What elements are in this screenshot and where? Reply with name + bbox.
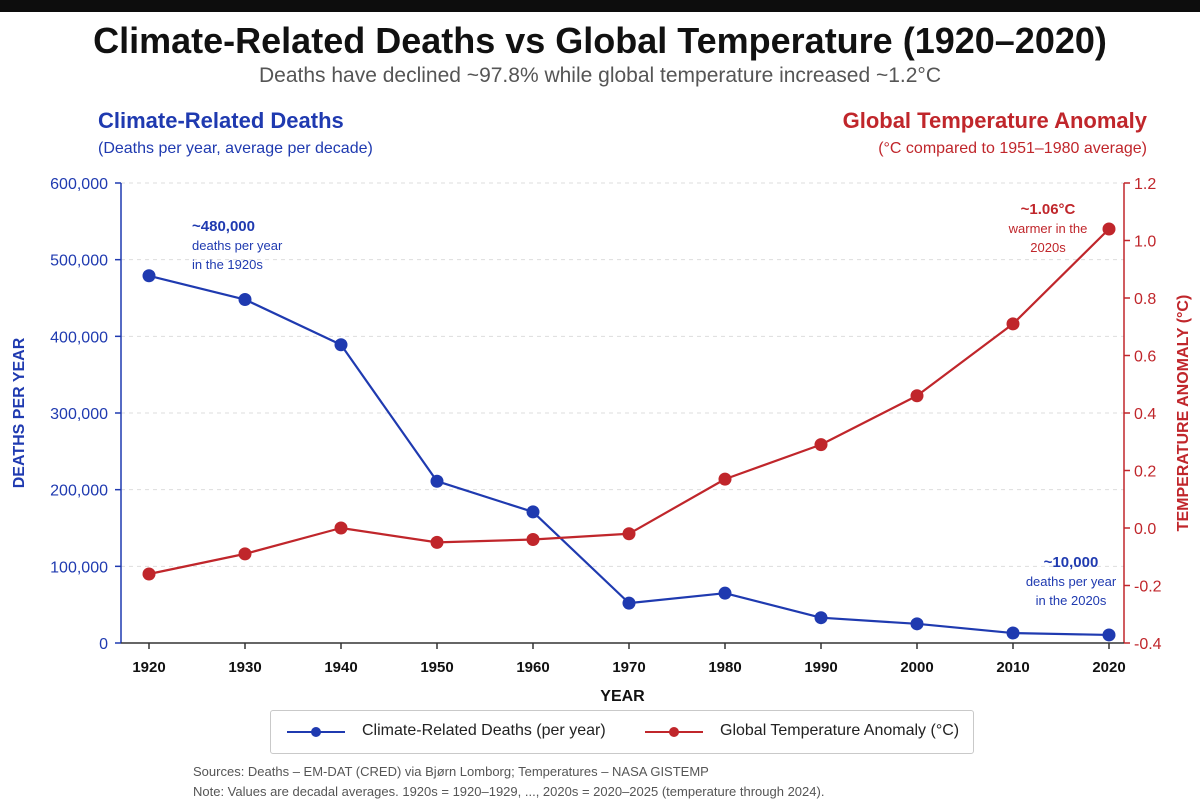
chart-subtitle: Deaths have declined ~97.8% while global… (259, 64, 941, 87)
data-point-deaths (238, 293, 252, 307)
left-axis-tick-label: 500,000 (50, 253, 108, 270)
annotation-deaths-2020s-line: deaths per year (1026, 574, 1117, 589)
chart-title: Climate-Related Deaths vs Global Tempera… (93, 20, 1107, 61)
x-axis-tick-label: 1970 (612, 659, 645, 676)
right-axis-tick-label: 0.6 (1134, 349, 1156, 366)
right-axis-tick-label: 1.0 (1134, 234, 1156, 251)
data-point-temperature (814, 438, 828, 452)
annotation-temp-2020s-line: ~1.06°C (1021, 201, 1076, 218)
left-axis-tick-label: 300,000 (50, 406, 108, 423)
data-point-temperature (1102, 222, 1116, 236)
data-point-deaths (718, 586, 732, 600)
right-axis-tick-label: 0.8 (1134, 291, 1156, 308)
legend-label-deaths: Climate-Related Deaths (per year) (362, 722, 606, 739)
data-point-temperature (718, 472, 732, 486)
x-axis-tick-label: 1960 (516, 659, 549, 676)
x-axis-title: YEAR (600, 688, 645, 705)
legend-label-temperature: Global Temperature Anomaly (°C) (720, 722, 960, 739)
legend-marker-temperature (669, 727, 679, 737)
left-axis-tick-label: 400,000 (50, 329, 108, 346)
data-point-deaths (430, 474, 444, 488)
top-bar (0, 0, 1200, 12)
right-axis-tick-label: -0.4 (1134, 636, 1162, 653)
right-axis-tick-label: 0.4 (1134, 406, 1156, 423)
x-axis-tick-label: 1920 (132, 659, 165, 676)
left-axis-tick-label: 0 (99, 636, 108, 653)
right-axis-tick-label: 0.2 (1134, 464, 1156, 481)
data-point-deaths (1006, 626, 1020, 640)
x-axis-tick-label: 1940 (324, 659, 357, 676)
right-axis-title: TEMPERATURE ANOMALY (°C) (1175, 295, 1192, 532)
legend-item-temperature: Global Temperature Anomaly (°C) (645, 711, 965, 753)
data-point-temperature (910, 389, 924, 403)
data-point-deaths (142, 269, 156, 283)
annotation-temp-2020s-line: warmer in the (1008, 221, 1088, 236)
right-axis-heading: Global Temperature Anomaly (842, 108, 1147, 133)
left-axis-title: DEATHS PER YEAR (11, 337, 28, 488)
annotation-deaths-2020s-line: in the 2020s (1036, 593, 1107, 608)
x-axis-tick-label: 1990 (804, 659, 837, 676)
data-point-deaths (526, 505, 540, 519)
right-axis-subheading: (°C compared to 1951–1980 average) (878, 140, 1147, 157)
data-point-deaths (622, 596, 636, 610)
data-point-temperature (526, 533, 540, 546)
annotation-deaths-1920s-line: in the 1920s (192, 257, 263, 272)
sources-note: Sources: Deaths – EM-DAT (CRED) via Bjør… (193, 764, 709, 779)
x-axis-tick-label: 2020 (1092, 659, 1125, 676)
data-point-temperature (1006, 317, 1020, 331)
right-axis-tick-label: 1.2 (1134, 176, 1156, 193)
data-point-temperature (238, 547, 252, 561)
legend-item-deaths: Climate-Related Deaths (per year) (287, 711, 617, 753)
data-point-deaths (334, 338, 348, 352)
data-point-temperature (334, 521, 348, 535)
left-axis-heading: Climate-Related Deaths (98, 108, 344, 133)
series-line-temperature (148, 228, 1110, 576)
data-point-temperature (622, 527, 636, 541)
left-axis-tick-label: 100,000 (50, 559, 108, 576)
data-point-deaths (910, 617, 924, 631)
annotation-deaths-1920s-line: deaths per year (192, 238, 283, 253)
footnote: Note: Values are decadal averages. 1920s… (193, 784, 825, 799)
legend-marker-deaths (311, 727, 321, 737)
data-point-deaths (814, 611, 828, 625)
series-line-deaths (148, 274, 1110, 637)
data-point-temperature (430, 535, 444, 549)
x-axis-tick-label: 1950 (420, 659, 453, 676)
x-axis-tick-label: 1930 (228, 659, 261, 676)
left-axis-subheading: (Deaths per year, average per decade) (98, 140, 373, 157)
chart-legend: Climate-Related Deaths (per year) Global… (270, 710, 974, 754)
right-axis-tick-label: -0.2 (1134, 579, 1162, 596)
right-axis-tick-label: 0.0 (1134, 521, 1156, 538)
annotation-deaths-1920s-line: ~480,000 (192, 218, 255, 235)
left-axis-tick-label: 200,000 (50, 483, 108, 500)
data-point-temperature (142, 567, 156, 581)
data-point-deaths (1102, 628, 1116, 642)
x-axis-tick-label: 2000 (900, 659, 933, 676)
annotation-temp-2020s-line: 2020s (1030, 240, 1066, 255)
left-axis-tick-label: 600,000 (50, 176, 108, 193)
x-axis-tick-label: 1980 (708, 659, 741, 676)
x-axis-tick-label: 2010 (996, 659, 1029, 676)
annotation-deaths-2020s-line: ~10,000 (1044, 554, 1099, 571)
